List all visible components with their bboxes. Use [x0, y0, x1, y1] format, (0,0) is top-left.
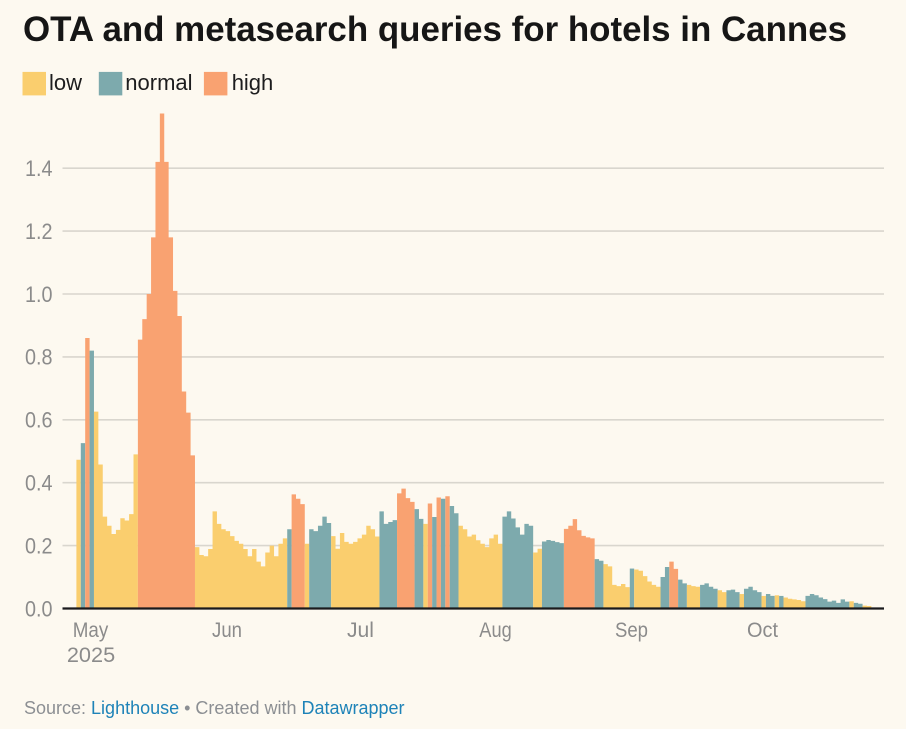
- svg-text:normal: normal: [125, 70, 192, 95]
- svg-text:Sep: Sep: [615, 618, 648, 642]
- svg-text:OTA and metasearch queries for: OTA and metasearch queries for hotels in…: [23, 10, 847, 49]
- svg-text:high: high: [232, 70, 274, 95]
- svg-text:1.0: 1.0: [25, 282, 53, 307]
- svg-text:1.4: 1.4: [25, 156, 53, 181]
- svg-text:Jul: Jul: [347, 618, 374, 642]
- svg-text:Jun: Jun: [212, 618, 242, 642]
- svg-text:Aug: Aug: [479, 618, 511, 642]
- svg-text:0.0: 0.0: [25, 596, 53, 621]
- svg-text:2025: 2025: [67, 644, 115, 667]
- svg-text:Oct: Oct: [747, 618, 778, 642]
- svg-text:1.2: 1.2: [25, 219, 53, 244]
- svg-text:0.6: 0.6: [25, 408, 53, 433]
- svg-text:May: May: [73, 618, 109, 642]
- svg-text:0.8: 0.8: [25, 345, 53, 370]
- svg-text:0.2: 0.2: [25, 533, 53, 558]
- svg-text:0.4: 0.4: [25, 471, 53, 496]
- svg-text:low: low: [49, 70, 82, 95]
- svg-text:Source: Lighthouse • Created w: Source: Lighthouse • Created with Datawr…: [24, 698, 405, 718]
